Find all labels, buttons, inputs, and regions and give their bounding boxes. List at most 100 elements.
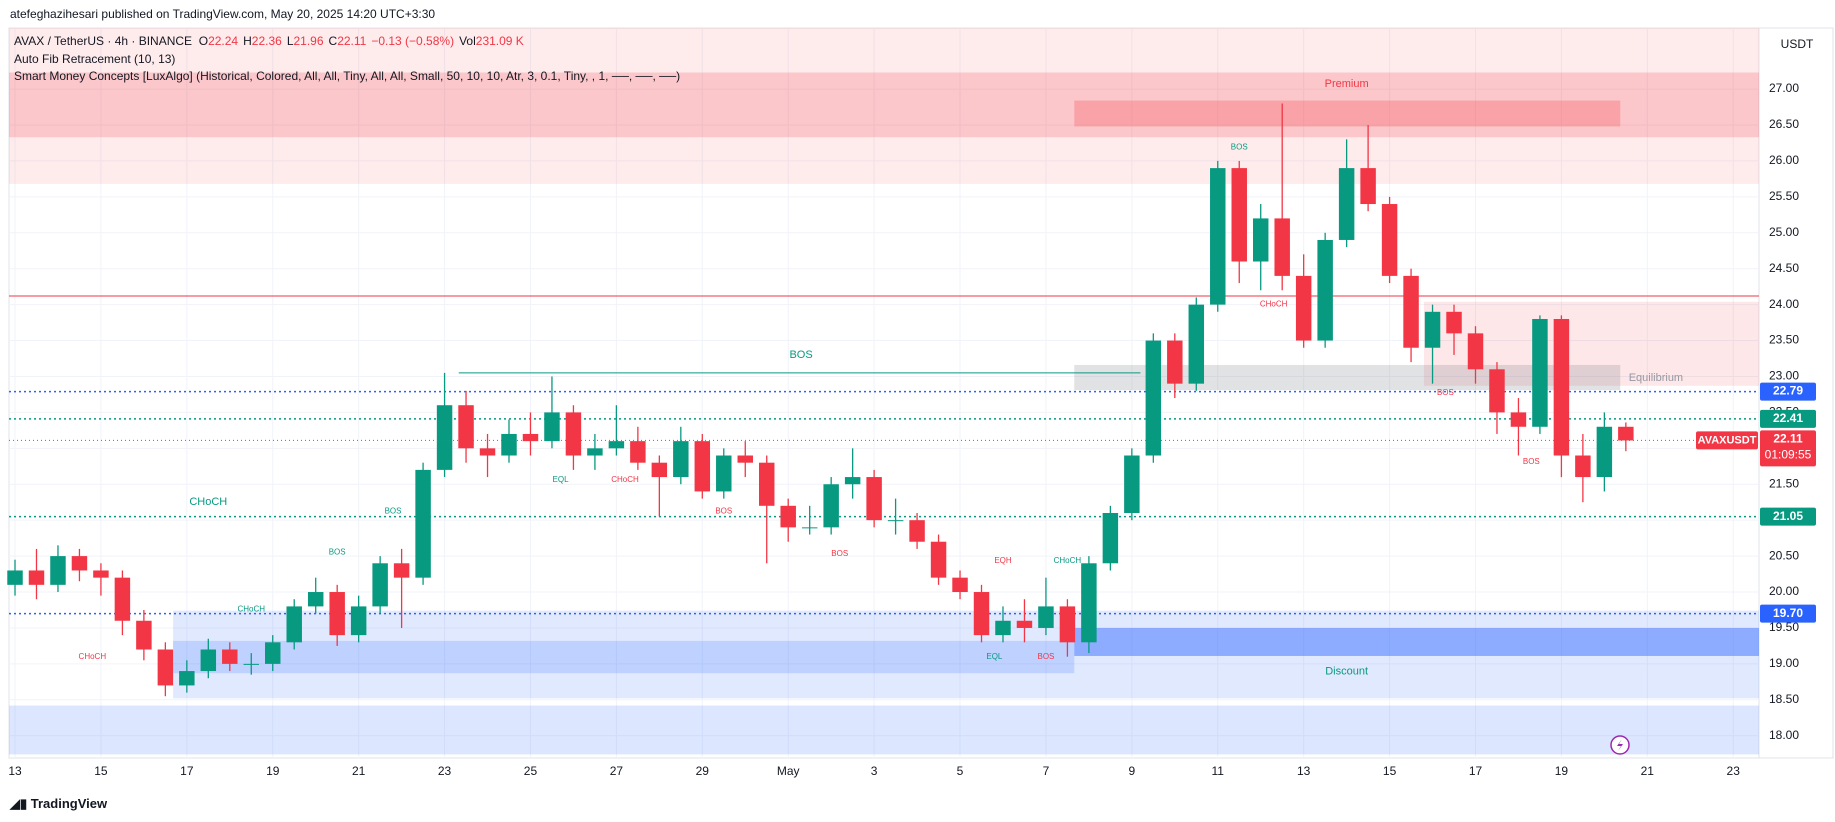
candle-body	[565, 412, 582, 456]
y-tick-label: 18.50	[1769, 692, 1799, 706]
annotation: BOS	[789, 349, 812, 361]
candle-body	[93, 570, 109, 578]
annotation: EQL	[553, 475, 570, 484]
candles	[7, 103, 1634, 697]
annotation: Premium	[1325, 78, 1369, 90]
candle-body	[200, 649, 217, 672]
y-tick-label: 21.50	[1769, 476, 1799, 490]
candle-body	[415, 469, 431, 578]
candle-body	[1489, 369, 1505, 413]
candle-body	[1081, 563, 1097, 643]
candle-body	[7, 570, 23, 585]
x-tick-label: 25	[524, 764, 538, 778]
candle-body	[1145, 340, 1162, 456]
x-tick-label: 15	[94, 764, 108, 778]
candle-body	[909, 520, 925, 542]
candle-body	[136, 620, 152, 650]
zone	[9, 705, 1759, 755]
candle-body	[1210, 168, 1226, 305]
currency: USDT	[1781, 37, 1814, 51]
ohlc-value: 21.96	[293, 34, 324, 48]
x-tick-label: 5	[957, 764, 964, 778]
annotation: Equilibrium	[1629, 372, 1683, 384]
candle-body	[50, 556, 66, 585]
last-price-box	[1760, 430, 1816, 467]
candle-body	[350, 606, 367, 636]
y-tick-label: 18.00	[1769, 728, 1799, 742]
annotation: BOS	[1523, 457, 1540, 466]
y-tick-label: 20.00	[1769, 584, 1799, 598]
y-tick-label: 26.50	[1769, 117, 1799, 131]
x-tick-label: 13	[8, 764, 22, 778]
ohlc-key: L	[286, 34, 294, 48]
candle-body	[887, 520, 904, 522]
candle-body	[1231, 168, 1247, 262]
candle-body	[866, 477, 882, 521]
candle-body	[694, 441, 711, 492]
candle-body	[973, 592, 990, 636]
y-tick-label: 23.00	[1769, 369, 1799, 383]
annotation: BOS	[385, 507, 402, 516]
candle-body	[780, 505, 796, 528]
candle-body	[844, 477, 861, 485]
candle-body	[1510, 412, 1527, 427]
ohlc-value: −0.13 (−0.58%)	[371, 34, 455, 48]
candle-body	[1575, 455, 1591, 478]
symbol-tag-box	[1696, 431, 1758, 450]
candle-body	[114, 577, 131, 621]
zone	[9, 72, 1759, 138]
y-tick-label: 26.00	[1769, 153, 1799, 167]
candle-body	[1188, 304, 1205, 384]
last-price: 22.11	[1773, 432, 1803, 446]
x-tick-label: 19	[266, 764, 280, 778]
zone	[173, 640, 1075, 674]
candle-body	[1618, 426, 1634, 441]
candle-body	[393, 563, 410, 578]
candle-body	[157, 649, 174, 686]
candle-body	[1532, 318, 1548, 427]
annotation: CHoCH	[189, 496, 227, 508]
annotation: BOS	[1437, 388, 1454, 397]
ohlc-key: Vol	[459, 34, 476, 48]
candle-body	[71, 556, 88, 571]
x-tick-label: 23	[438, 764, 452, 778]
annotation: BOS	[329, 548, 346, 557]
symbol-tag: AVAXUSDT	[1698, 434, 1757, 446]
y-tick-label: 20.50	[1769, 548, 1799, 562]
zone	[1074, 100, 1621, 127]
level-label: 22.41	[1773, 411, 1803, 425]
x-tick-label: 7	[1043, 764, 1050, 778]
x-tick-label: May	[777, 764, 800, 778]
candle-body	[522, 433, 539, 442]
annotation: BOS	[831, 549, 848, 558]
candle-body	[801, 527, 818, 529]
level-label-box	[1760, 382, 1816, 401]
ohlc-key: H	[243, 34, 252, 48]
x-tick-label: 3	[871, 764, 878, 778]
candle-body	[1038, 606, 1054, 628]
candle-body	[1446, 311, 1462, 334]
candle-body	[930, 541, 947, 578]
ohlc-value: 231.09 K	[475, 34, 524, 48]
ohlc-value: 22.11	[337, 34, 367, 48]
candle-body	[436, 405, 453, 470]
candle-body	[329, 592, 345, 636]
x-tick-label: 29	[696, 764, 710, 778]
candle-body	[737, 455, 753, 463]
level-label-box	[1760, 409, 1816, 428]
annotation: BOS	[1037, 652, 1054, 661]
y-tick-label: 25.00	[1769, 225, 1799, 239]
ohlc-value: 22.24	[208, 34, 239, 48]
candle-body	[1252, 218, 1269, 262]
annotation: CHoCH	[611, 475, 639, 484]
legend: AVAX / TetherUS · 4h · BINANCE O22.24 H22…	[14, 34, 529, 48]
annotation: EQL	[986, 652, 1003, 661]
candle-body	[1467, 333, 1484, 370]
candle-body	[307, 592, 324, 607]
y-tick-label: 25.50	[1769, 189, 1799, 203]
candle-body	[1016, 620, 1033, 628]
x-tick-label: 15	[1383, 764, 1397, 778]
candle-body	[1102, 512, 1119, 564]
